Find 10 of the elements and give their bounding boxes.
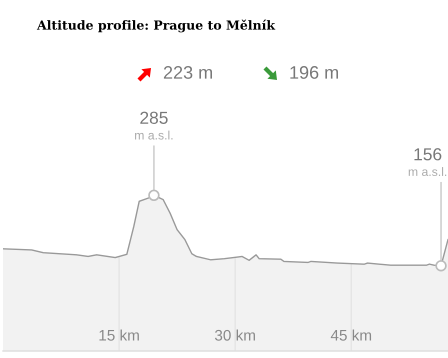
data-label: 285 (140, 112, 168, 124)
x-tick-label: 30 km (214, 329, 255, 341)
annotation: m a.s.l. (408, 167, 446, 176)
x-tick-label: 15 km (99, 329, 139, 341)
chart-title: Altitude profile: Prague to Mělník (36, 20, 276, 32)
text: 196 m (290, 66, 338, 79)
annotation: m a.s.l. (135, 130, 172, 140)
text: 223 m (164, 66, 212, 79)
data-label: 156 (414, 148, 442, 160)
x-tick-label: 45 km (330, 329, 372, 341)
